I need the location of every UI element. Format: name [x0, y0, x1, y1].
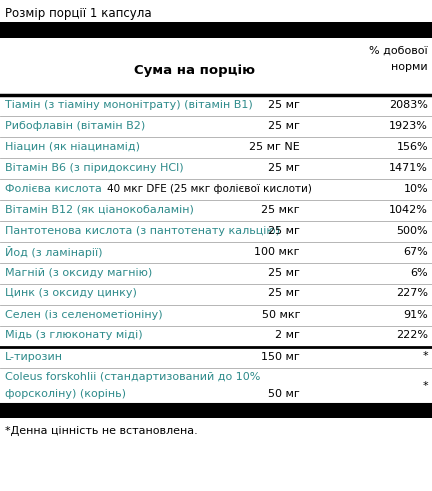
Text: форсколіну) (корінь): форсколіну) (корінь) — [5, 389, 126, 399]
Text: 25 мг: 25 мг — [268, 120, 300, 131]
Text: 156%: 156% — [397, 141, 428, 152]
Text: норми: норми — [391, 62, 428, 72]
Text: *: * — [422, 352, 428, 361]
Bar — [0, 404, 432, 418]
Text: Мідь (з глюконату міді): Мідь (з глюконату міді) — [5, 330, 143, 340]
Text: 1042%: 1042% — [389, 204, 428, 215]
Text: 6%: 6% — [410, 268, 428, 277]
Text: 25 мкг: 25 мкг — [261, 204, 300, 215]
Text: Пантотенова кислота (з пантотенату кальцію): Пантотенова кислота (з пантотенату кальц… — [5, 225, 280, 236]
Text: 150 мг: 150 мг — [261, 352, 300, 361]
Text: 25 мг: 25 мг — [268, 225, 300, 236]
Text: Ніацин (як ніацинамід): Ніацин (як ніацинамід) — [5, 141, 140, 152]
Text: Йод (з ламінарії): Йод (з ламінарії) — [5, 246, 102, 257]
Text: 67%: 67% — [403, 246, 428, 256]
Text: 40 мкг DFE (25 мкг фолієвої кислоти): 40 мкг DFE (25 мкг фолієвої кислоти) — [107, 184, 312, 193]
Text: Селен (із селенометіоніну): Селен (із селенометіоніну) — [5, 309, 162, 320]
Text: Магній (з оксиду магнію): Магній (з оксиду магнію) — [5, 268, 152, 277]
Text: 25 мг NE: 25 мг NE — [249, 141, 300, 152]
Text: 2083%: 2083% — [389, 100, 428, 109]
Text: 2 мг: 2 мг — [275, 330, 300, 340]
Text: Вітамін В12 (як ціанокобаламін): Вітамін В12 (як ціанокобаламін) — [5, 204, 194, 215]
Bar — [0, 22, 432, 38]
Text: 25 мг: 25 мг — [268, 268, 300, 277]
Text: 25 мг: 25 мг — [268, 100, 300, 109]
Text: 227%: 227% — [396, 289, 428, 299]
Text: Вітамін В6 (з піридоксину HCl): Вітамін В6 (з піридоксину HCl) — [5, 163, 184, 172]
Text: 1471%: 1471% — [389, 163, 428, 172]
Text: 50 мкг: 50 мкг — [261, 309, 300, 320]
Text: 91%: 91% — [403, 309, 428, 320]
Text: Тіамін (з тіаміну мононітрату) (вітамін В1): Тіамін (з тіаміну мононітрату) (вітамін … — [5, 100, 253, 109]
Text: 100 мкг: 100 мкг — [254, 246, 300, 256]
Text: L-тирозин: L-тирозин — [5, 352, 63, 361]
Text: 10%: 10% — [403, 184, 428, 193]
Text: 222%: 222% — [396, 330, 428, 340]
Text: % добової: % добової — [369, 46, 428, 56]
Text: Цинк (з оксиду цинку): Цинк (з оксиду цинку) — [5, 289, 137, 299]
Text: 1923%: 1923% — [389, 120, 428, 131]
Text: 25 мг: 25 мг — [268, 163, 300, 172]
Text: 25 мг: 25 мг — [268, 289, 300, 299]
Text: Coleus forskohlii (стандартизований до 10%: Coleus forskohlii (стандартизований до 1… — [5, 372, 260, 382]
Text: Фолієва кислота: Фолієва кислота — [5, 184, 102, 193]
Text: Сума на порцію: Сума на порцію — [134, 64, 255, 77]
Text: Розмір порції 1 капсула: Розмір порції 1 капсула — [5, 7, 152, 20]
Text: *Денна цінність не встановлена.: *Денна цінність не встановлена. — [5, 426, 198, 436]
Text: Рибофлавін (вітамін В2): Рибофлавін (вітамін В2) — [5, 120, 145, 131]
Text: 50 мг: 50 мг — [268, 389, 300, 399]
Text: 500%: 500% — [397, 225, 428, 236]
Text: *: * — [422, 381, 428, 391]
